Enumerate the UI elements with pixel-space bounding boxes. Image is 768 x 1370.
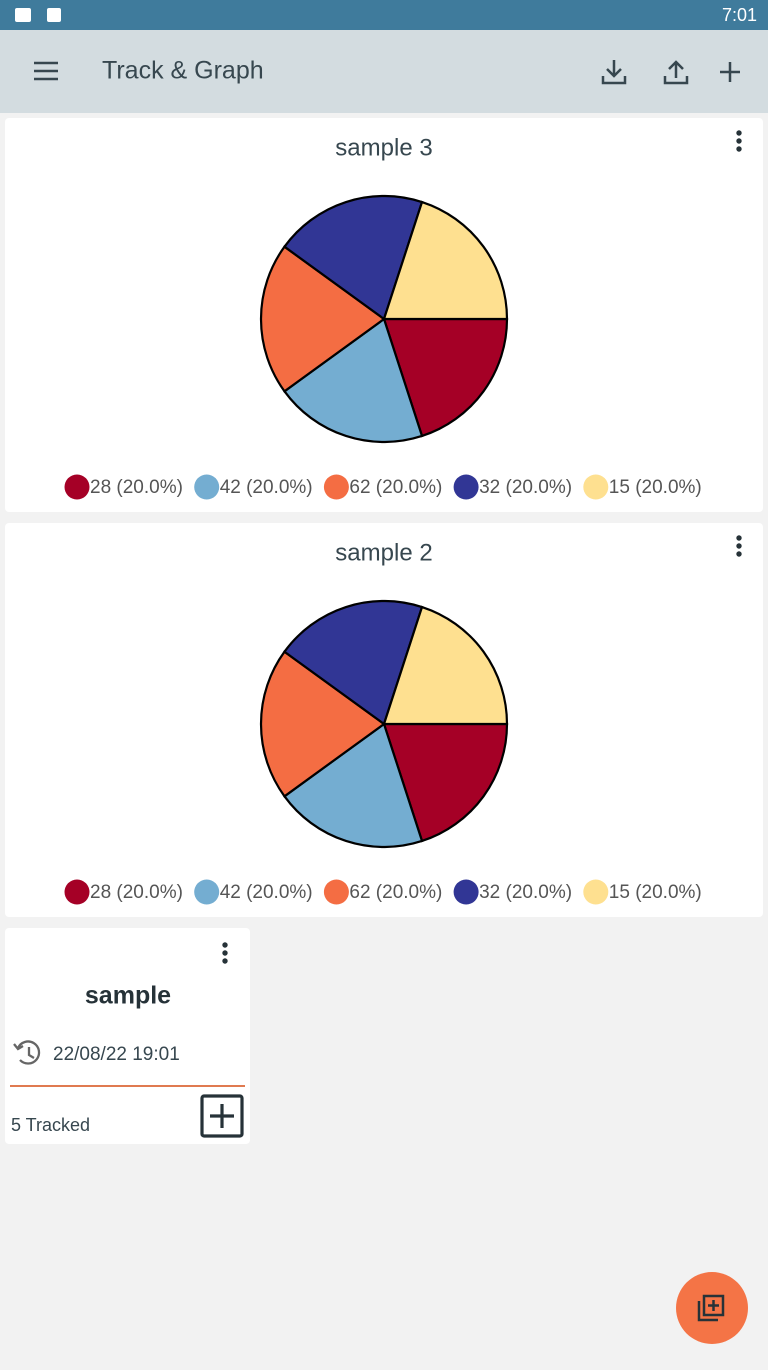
fab[interactable] <box>676 1272 748 1344</box>
legend-swatch <box>194 474 220 500</box>
legend-swatch <box>583 879 609 905</box>
legend-label: 62 (20.0%) <box>349 882 442 903</box>
chart-title: sample 3 <box>335 134 432 161</box>
export-button[interactable] <box>663 60 689 85</box>
legend-swatch <box>453 879 479 905</box>
status-time: 7:01 <box>722 5 757 25</box>
tracker-name: sample <box>85 982 171 1010</box>
fab-icon <box>697 1294 725 1322</box>
pie-slice <box>382 605 509 726</box>
pie-slice <box>382 722 509 843</box>
pie-slice <box>282 599 424 726</box>
menu-button[interactable] <box>34 61 58 81</box>
pie-slice <box>282 722 424 849</box>
legend-label: 32 (20.0%) <box>479 882 572 903</box>
legend-label: 28 (20.0%) <box>90 477 183 498</box>
legend-swatch <box>323 879 349 905</box>
add-entry-button[interactable] <box>200 1094 244 1138</box>
chart-title: sample 2 <box>335 539 432 566</box>
card-menu[interactable] <box>222 942 228 964</box>
pie-slice <box>382 200 509 321</box>
pie-slice <box>382 317 509 438</box>
legend-label: 42 (20.0%) <box>220 477 313 498</box>
legend-swatch <box>583 474 609 500</box>
card-menu[interactable] <box>736 535 742 557</box>
status-icon <box>15 8 31 22</box>
pie-slice <box>259 245 386 393</box>
history-icon <box>13 1040 41 1065</box>
status-bar <box>0 0 768 30</box>
legend-swatch <box>64 879 90 905</box>
add-button[interactable] <box>720 62 740 82</box>
legend-label: 15 (20.0%) <box>609 882 702 903</box>
legend-label: 32 (20.0%) <box>479 477 572 498</box>
legend-swatch <box>453 474 479 500</box>
card-menu[interactable] <box>736 130 742 152</box>
pie-slice <box>259 650 386 798</box>
tracked-count: 5 Tracked <box>11 1115 90 1135</box>
legend-label: 15 (20.0%) <box>609 477 702 498</box>
legend-swatch <box>64 474 90 500</box>
last-entry: 22/08/22 19:01 <box>53 1044 180 1065</box>
pie-slice <box>282 194 424 321</box>
legend-swatch <box>194 879 220 905</box>
tracker-card[interactable] <box>5 928 250 1144</box>
status-icon <box>47 8 61 22</box>
legend-label: 62 (20.0%) <box>349 477 442 498</box>
legend-label: 28 (20.0%) <box>90 882 183 903</box>
app-title: Track & Graph <box>102 57 264 85</box>
legend-label: 42 (20.0%) <box>220 882 313 903</box>
app-bar <box>0 30 768 113</box>
import-button[interactable] <box>601 60 627 85</box>
pie-slice <box>282 317 424 444</box>
legend-swatch <box>323 474 349 500</box>
